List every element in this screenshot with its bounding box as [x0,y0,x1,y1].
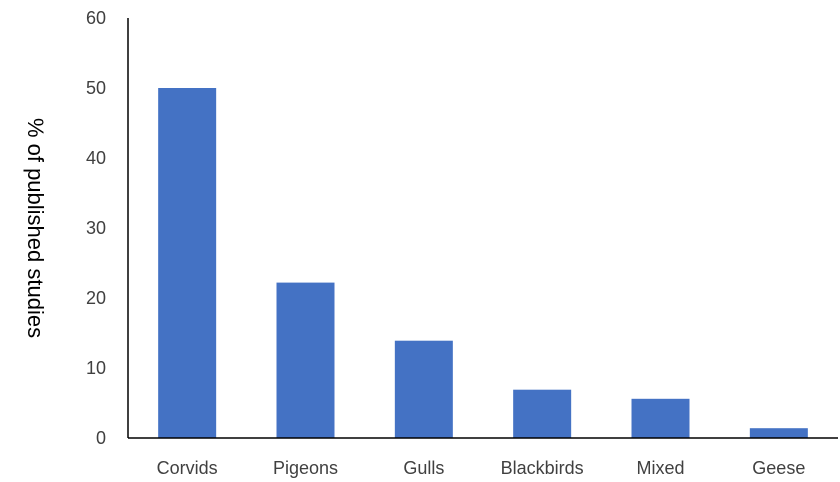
bar-corvids [158,88,217,438]
x-tick-label: Gulls [403,458,444,478]
y-tick-label: 20 [86,288,106,308]
x-tick-label: Corvids [157,458,218,478]
bar-gulls [394,340,453,438]
y-tick-label: 30 [86,218,106,238]
y-tick-label: 40 [86,148,106,168]
x-tick-label: Blackbirds [501,458,584,478]
bar-mixed [631,398,690,438]
x-tick-label: Geese [752,458,805,478]
x-tick-label: Pigeons [273,458,338,478]
y-tick-label: 60 [86,8,106,28]
y-tick-label: 50 [86,78,106,98]
bar-blackbirds [513,389,572,438]
y-tick-labels: 0 10 20 30 40 50 60 [86,8,106,448]
y-tick-label: 0 [96,428,106,448]
x-tick-label: Mixed [636,458,684,478]
y-axis-title: % of published studies [23,118,48,338]
bar-geese [749,428,808,438]
y-tick-label: 10 [86,358,106,378]
bar-pigeons [276,282,335,438]
x-tick-labels: Corvids Pigeons Gulls Blackbirds Mixed Geese [157,458,806,478]
bars-group [158,88,808,438]
